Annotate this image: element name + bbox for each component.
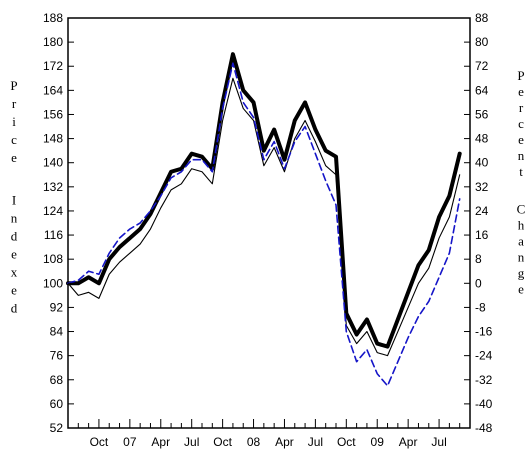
right-axis-title-letter: r xyxy=(519,100,524,115)
x-tick-label: Apr xyxy=(151,435,170,449)
series-line-1 xyxy=(66,52,462,349)
left-tick-label: 100 xyxy=(43,276,63,290)
right-tick-label: -8 xyxy=(475,300,486,314)
left-tick-label: 188 xyxy=(43,11,63,25)
right-tick-label: 64 xyxy=(475,83,489,97)
left-tick-label: 124 xyxy=(43,204,63,218)
right-tick-label: 40 xyxy=(475,156,489,170)
right-axis-title-letter: n xyxy=(518,148,525,163)
x-tick-label: Jul xyxy=(184,435,199,449)
right-axis-title-letter: n xyxy=(518,250,525,265)
right-tick-label: -48 xyxy=(475,421,493,435)
x-tick-label: 09 xyxy=(371,435,385,449)
right-tick-label: -32 xyxy=(475,373,493,387)
plot-border xyxy=(67,17,471,429)
left-axis-title-letter: i xyxy=(12,114,16,129)
left-axis-title-letter: P xyxy=(10,78,17,93)
right-tick-label: -24 xyxy=(475,349,493,363)
right-axis-title-letter: e xyxy=(518,84,524,99)
x-tick-label: Oct xyxy=(213,435,232,449)
right-axis-title-letter: C xyxy=(517,202,526,217)
series-layer xyxy=(66,52,462,387)
right-axis-title-letter: c xyxy=(518,116,524,131)
left-axis-title-letter: I xyxy=(12,192,16,207)
right-axis: -48 -40 -32 -24 -16 -8 0 8 16 24 32 40 48 56 64 72 80 88 xyxy=(464,11,493,435)
left-tick-label: 84 xyxy=(50,325,64,339)
left-tick-label: 172 xyxy=(43,59,63,73)
left-tick-label: 108 xyxy=(43,252,63,266)
right-axis-title-letter: g xyxy=(518,266,525,281)
right-tick-label: 24 xyxy=(475,204,489,218)
right-tick-label: 16 xyxy=(475,228,489,242)
right-axis-title-letter: t xyxy=(519,164,523,179)
x-tick-label: Jul xyxy=(308,435,323,449)
left-axis-title-letter: e xyxy=(11,246,17,261)
x-tick-label: Oct xyxy=(90,435,109,449)
right-tick-label: -40 xyxy=(475,397,493,411)
left-tick-label: 180 xyxy=(43,35,63,49)
series-line-2 xyxy=(67,77,461,357)
left-tick-label: 164 xyxy=(43,83,63,97)
right-tick-label: 48 xyxy=(475,132,489,146)
right-tick-label: 0 xyxy=(475,276,482,290)
right-axis-title-letter: a xyxy=(518,234,524,249)
x-axis: Oct 07 Apr Jul Oct 08 Apr Jul Oct 09 Apr Jul xyxy=(67,419,471,449)
right-tick-label: 56 xyxy=(475,107,489,121)
left-tick-label: 140 xyxy=(43,156,63,170)
left-axis-title-letter: x xyxy=(11,264,18,279)
left-tick-label: 116 xyxy=(44,228,63,242)
left-tick-label: 68 xyxy=(50,373,64,387)
left-axis: 52 60 68 76 84 92 100 108 116 124 132 140 148 156 164 1… xyxy=(43,11,74,435)
right-axis-title-letter: P xyxy=(517,68,524,83)
left-axis-title-letter: d xyxy=(11,228,18,243)
left-tick-label: 156 xyxy=(43,107,63,121)
left-tick-label: 52 xyxy=(50,421,64,435)
left-tick-label: 132 xyxy=(43,180,63,194)
left-axis-title-letter: e xyxy=(11,150,17,165)
right-axis-title-letter: h xyxy=(518,218,525,233)
left-tick-label: 76 xyxy=(50,349,64,363)
x-tick-label: Apr xyxy=(399,435,418,449)
right-tick-label: 72 xyxy=(475,59,489,73)
left-tick-label: 60 xyxy=(50,397,64,411)
left-axis-title-letter: n xyxy=(11,210,18,225)
plot-frame xyxy=(67,17,471,429)
right-tick-label: 8 xyxy=(475,252,482,266)
left-axis-title-letter: r xyxy=(12,96,17,111)
x-tick-label: Oct xyxy=(337,435,356,449)
right-axis-title-letter: e xyxy=(518,282,524,297)
x-tick-label: Apr xyxy=(275,435,294,449)
left-axis-title-letter: d xyxy=(11,300,18,315)
left-axis-title-letter: c xyxy=(11,132,17,147)
left-tick-label: 148 xyxy=(43,132,63,146)
x-tick-label: 07 xyxy=(123,435,137,449)
right-tick-label: 88 xyxy=(475,11,489,25)
series-line-3 xyxy=(67,62,461,387)
x-tick-label: 08 xyxy=(247,435,261,449)
right-tick-label: 80 xyxy=(475,35,489,49)
x-tick-label: Jul xyxy=(431,435,446,449)
right-axis-title-letter: e xyxy=(518,132,524,147)
right-tick-label: 32 xyxy=(475,180,489,194)
right-tick-label: -16 xyxy=(475,325,493,339)
left-axis-title-letter: e xyxy=(11,282,17,297)
left-tick-label: 92 xyxy=(50,300,64,314)
